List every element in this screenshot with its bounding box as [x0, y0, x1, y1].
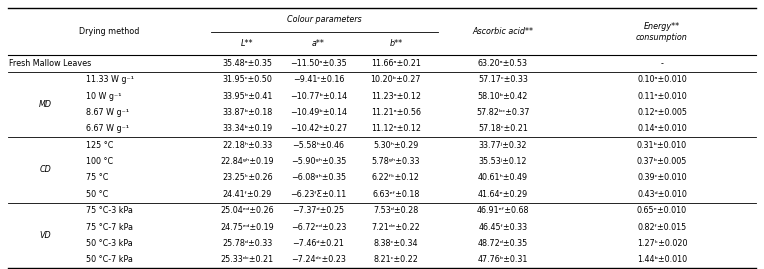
Text: −7.46ᵈ±0.21: −7.46ᵈ±0.21 [293, 239, 345, 248]
Text: 48.72ᵈ±0.35: 48.72ᵈ±0.35 [478, 239, 528, 248]
Text: 23.25ᵏ±0.26: 23.25ᵏ±0.26 [222, 174, 273, 182]
Text: 0.12ᵃ±0.005: 0.12ᵃ±0.005 [637, 108, 687, 117]
Text: 22.18ʰ±0.33: 22.18ʰ±0.33 [222, 141, 272, 150]
Text: −6.72ᵉᵈ±0.23: −6.72ᵉᵈ±0.23 [290, 222, 346, 232]
Text: 0.10ᵃ±0.010: 0.10ᵃ±0.010 [637, 75, 687, 84]
Text: −6.08ᵍʰ±0.35: −6.08ᵍʰ±0.35 [291, 174, 346, 182]
Text: 6.22ᶠᵏ±0.12: 6.22ᶠᵏ±0.12 [372, 174, 419, 182]
Text: L**: L** [241, 39, 254, 48]
Text: 0.82ᶠ±0.015: 0.82ᶠ±0.015 [637, 222, 687, 232]
Text: MD: MD [38, 100, 52, 109]
Text: 0.31ᵇ±0.010: 0.31ᵇ±0.010 [637, 141, 687, 150]
Text: 57.82ᵇᶜ±0.37: 57.82ᵇᶜ±0.37 [476, 108, 529, 117]
Text: −11.50ᵃ±0.35: −11.50ᵃ±0.35 [290, 59, 347, 68]
Text: 63.20ᵃ±0.53: 63.20ᵃ±0.53 [478, 59, 528, 68]
Text: −7.37ᵈ±0.25: −7.37ᵈ±0.25 [293, 206, 345, 215]
Text: 50 °C-7 kPa: 50 °C-7 kPa [86, 255, 132, 264]
Text: 33.77ʲ±0.32: 33.77ʲ±0.32 [479, 141, 527, 150]
Text: 75 °C: 75 °C [86, 174, 108, 182]
Text: 31.95ᶜ±0.50: 31.95ᶜ±0.50 [222, 75, 272, 84]
Text: 0.11ᵃ±0.010: 0.11ᵃ±0.010 [637, 92, 687, 101]
Text: 0.37ᵇ±0.005: 0.37ᵇ±0.005 [637, 157, 687, 166]
Text: 11.21ᵃ±0.56: 11.21ᵃ±0.56 [371, 108, 421, 117]
Text: −6.23ᶠƸ±0.11: −6.23ᶠƸ±0.11 [290, 190, 347, 199]
Text: 6.67 W g⁻¹: 6.67 W g⁻¹ [86, 125, 128, 133]
Text: 47.76ᵇ±0.31: 47.76ᵇ±0.31 [478, 255, 528, 264]
Text: 0.65ᵉ±0.010: 0.65ᵉ±0.010 [637, 206, 687, 215]
Text: 33.95ᵇ±0.41: 33.95ᵇ±0.41 [222, 92, 273, 101]
Text: CD: CD [39, 165, 51, 174]
Text: 57.17ᶜ±0.33: 57.17ᶜ±0.33 [478, 75, 528, 84]
Text: 0.14ᵃ±0.010: 0.14ᵃ±0.010 [637, 125, 687, 133]
Text: 8.67 W g⁻¹: 8.67 W g⁻¹ [86, 108, 128, 117]
Text: 11.23ᵃ±0.12: 11.23ᵃ±0.12 [371, 92, 421, 101]
Text: 35.53ʲ±0.12: 35.53ʲ±0.12 [479, 157, 527, 166]
Text: Ascorbic acid**: Ascorbic acid** [472, 27, 533, 36]
Text: 5.78ᵍʰ±0.33: 5.78ᵍʰ±0.33 [371, 157, 420, 166]
Text: 10.20ᵇ±0.27: 10.20ᵇ±0.27 [371, 75, 421, 84]
Text: 7.53ᵈ±0.28: 7.53ᵈ±0.28 [374, 206, 419, 215]
Text: −10.42ᵇ±0.27: −10.42ᵇ±0.27 [290, 125, 347, 133]
Text: 10 W g⁻¹: 10 W g⁻¹ [86, 92, 121, 101]
Text: 24.75ᵉᵈ±0.19: 24.75ᵉᵈ±0.19 [220, 222, 274, 232]
Text: 11.66ᵃ±0.21: 11.66ᵃ±0.21 [371, 59, 421, 68]
Text: 24.41ᶠ±0.29: 24.41ᶠ±0.29 [222, 190, 272, 199]
Text: 100 °C: 100 °C [86, 157, 112, 166]
Text: 22.84ᵍʰ±0.19: 22.84ᵍʰ±0.19 [221, 157, 274, 166]
Text: Colour parameters: Colour parameters [287, 15, 362, 24]
Text: −5.90ᵍʰ±0.35: −5.90ᵍʰ±0.35 [290, 157, 346, 166]
Text: 8.38ᶜ±0.34: 8.38ᶜ±0.34 [374, 239, 418, 248]
Text: 50 °C-3 kPa: 50 °C-3 kPa [86, 239, 132, 248]
Text: 25.78ᵈ±0.33: 25.78ᵈ±0.33 [222, 239, 272, 248]
Text: 33.34ᵇ±0.19: 33.34ᵇ±0.19 [222, 125, 272, 133]
Text: 25.33ᵈᶜ±0.21: 25.33ᵈᶜ±0.21 [221, 255, 274, 264]
Text: VD: VD [39, 231, 51, 240]
Text: 0.43ᵈ±0.010: 0.43ᵈ±0.010 [637, 190, 687, 199]
Text: −5.58ʰ±0.46: −5.58ʰ±0.46 [293, 141, 345, 150]
Text: 7.21ᵈᵉ±0.22: 7.21ᵈᵉ±0.22 [371, 222, 420, 232]
Text: 75 °C-3 kPa: 75 °C-3 kPa [86, 206, 132, 215]
Text: 35.48ᵃ±0.35: 35.48ᵃ±0.35 [222, 59, 272, 68]
Text: 8.21ᶜ±0.22: 8.21ᶜ±0.22 [374, 255, 418, 264]
Text: 125 °C: 125 °C [86, 141, 113, 150]
Text: 40.61ʰ±0.49: 40.61ʰ±0.49 [478, 174, 528, 182]
Text: −9.41ᶜ±0.16: −9.41ᶜ±0.16 [293, 75, 344, 84]
Text: 50 °C: 50 °C [86, 190, 108, 199]
Text: 41.64ᵉ±0.29: 41.64ᵉ±0.29 [478, 190, 528, 199]
Text: 0.39ᶜ±0.010: 0.39ᶜ±0.010 [637, 174, 687, 182]
Text: 5.30ʰ±0.29: 5.30ʰ±0.29 [373, 141, 419, 150]
Text: Energy**
consumption: Energy** consumption [636, 22, 688, 42]
Text: 46.45ᶠ±0.33: 46.45ᶠ±0.33 [478, 222, 527, 232]
Text: 46.91ᵉᶠ±0.68: 46.91ᵉᶠ±0.68 [477, 206, 529, 215]
Text: 11.33 W g⁻¹: 11.33 W g⁻¹ [86, 75, 134, 84]
Text: Drying method: Drying method [79, 27, 140, 36]
Text: -: - [661, 59, 663, 68]
Text: −10.77ᵇ±0.14: −10.77ᵇ±0.14 [290, 92, 347, 101]
Text: 57.18ᶜ±0.21: 57.18ᶜ±0.21 [478, 125, 528, 133]
Text: 25.04ᵉᵈ±0.26: 25.04ᵉᵈ±0.26 [221, 206, 274, 215]
Text: 33.87ᵇ±0.18: 33.87ᵇ±0.18 [222, 108, 272, 117]
Text: −10.49ᵇ±0.14: −10.49ᵇ±0.14 [290, 108, 347, 117]
Text: 1.27ᵏ±0.020: 1.27ᵏ±0.020 [636, 239, 688, 248]
Text: 6.63ᵉᶠ±0.18: 6.63ᵉᶠ±0.18 [372, 190, 419, 199]
Text: 58.10ᵇ±0.42: 58.10ᵇ±0.42 [478, 92, 528, 101]
Text: a**: a** [312, 39, 325, 48]
Text: −7.24ᵈᶜ±0.23: −7.24ᵈᶜ±0.23 [291, 255, 346, 264]
Text: 1.44ᵇ±0.010: 1.44ᵇ±0.010 [637, 255, 687, 264]
Text: 75 °C-7 kPa: 75 °C-7 kPa [86, 222, 132, 232]
Text: Fresh Mallow Leaves: Fresh Mallow Leaves [9, 59, 92, 68]
Text: b**: b** [390, 39, 403, 48]
Text: 11.12ᵃ±0.12: 11.12ᵃ±0.12 [371, 125, 421, 133]
